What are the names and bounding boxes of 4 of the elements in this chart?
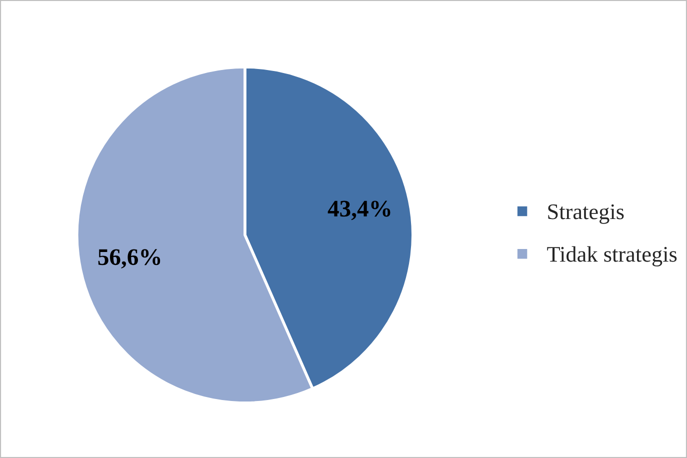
legend-label: Tidak strategis <box>547 246 677 266</box>
data-label: 56,6% <box>98 249 160 268</box>
legend-label: Strategis <box>548 204 624 224</box>
data-label: 43,4% <box>328 200 390 220</box>
